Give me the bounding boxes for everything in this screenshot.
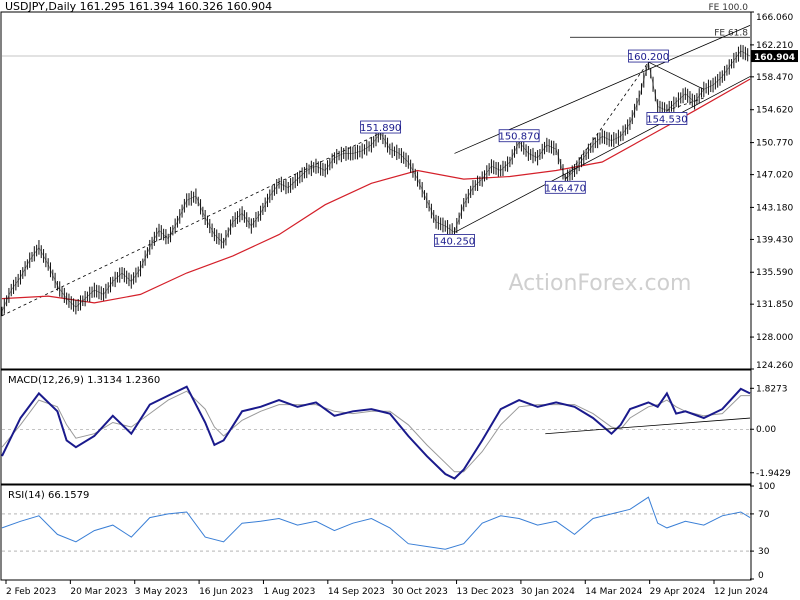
x-tick-label: 2 Feb 2023 <box>6 587 56 597</box>
price-y-tick-label: 128.000 <box>756 333 793 343</box>
trendline <box>454 76 751 233</box>
price-y-tick-label: 135.590 <box>756 268 793 278</box>
price-y-tick-label: 139.430 <box>756 235 793 245</box>
current-price-label: 160.904 <box>754 53 795 63</box>
fe-level-label: FE 100.0 <box>709 3 749 13</box>
x-tick-label: 14 Sep 2023 <box>328 587 385 597</box>
rsi-series-group <box>1 496 751 552</box>
price-y-tick-label: 154.620 <box>756 106 793 116</box>
rsi-y-tick-label: 0 <box>758 571 764 581</box>
x-tick-label: 30 Oct 2023 <box>392 587 448 597</box>
swing-label-box <box>628 49 669 63</box>
rsi-line <box>1 496 751 550</box>
price-y-tick-label: 158.470 <box>756 73 793 83</box>
x-tick-label: 29 Apr 2024 <box>650 587 706 597</box>
macd-y-tick-label: 1.8273 <box>756 384 788 394</box>
x-tick-label: 1 Aug 2023 <box>263 587 315 597</box>
x-tick-label: 13 Dec 2023 <box>457 587 514 597</box>
x-tick-label: 30 Jan 2024 <box>521 587 575 597</box>
macd-y-tick-label: -1.9429 <box>756 469 791 479</box>
price-line <box>1 50 751 312</box>
trendline <box>648 61 705 90</box>
sma-line <box>1 78 751 304</box>
watermark: ActionForex.com <box>509 271 692 296</box>
price-y-tick-label: 166.060 <box>756 13 793 23</box>
rsi-title: RSI(14) 66.1579 <box>8 490 89 501</box>
swing-label: 150.870 <box>498 132 539 143</box>
x-tick-label: 12 Jun 2024 <box>714 587 768 597</box>
swing-label: 154.530 <box>646 114 687 125</box>
axes-group: 166.060 162.210 158.470 154.620 150.770 147.0… <box>5 11 798 597</box>
swing-label: 151.890 <box>360 123 401 134</box>
swing-label-box <box>544 180 586 194</box>
macd-series-group <box>1 385 751 480</box>
swing-label: 160.200 <box>628 52 669 63</box>
swing-label: 140.250 <box>434 236 475 247</box>
price-y-tick-label: 147.020 <box>756 171 793 181</box>
macd-y-tick-label: 0.00 <box>756 425 776 435</box>
swing-label-box <box>498 129 540 143</box>
swing-label-box <box>646 112 688 125</box>
swing-label-box <box>360 120 402 134</box>
macd-trendline <box>545 417 751 435</box>
rsi-y-tick-label: 30 <box>758 547 770 557</box>
price-y-tick-label: 150.770 <box>756 139 793 149</box>
x-tick-label: 16 Jun 2023 <box>199 587 253 597</box>
chart-header: USDJPY,Daily 161.295 161.394 160.326 160… <box>5 0 272 13</box>
macd-line <box>1 385 751 480</box>
macd-title: MACD(12,26,9) 1.3134 1.2360 <box>8 375 160 386</box>
swing-label: 146.470 <box>545 183 586 194</box>
trendline <box>1 132 381 317</box>
price-y-tick-label: 131.850 <box>756 300 793 310</box>
price-y-tick-label: 124.260 <box>756 361 793 371</box>
x-tick-label: 3 May 2023 <box>135 587 188 597</box>
rsi-y-tick-label: 70 <box>758 510 770 520</box>
rsi-panel <box>0 484 752 581</box>
macd-panel <box>0 369 752 485</box>
trendline <box>666 97 704 111</box>
macd-signal-line <box>1 390 750 473</box>
current-price-tag <box>751 50 798 63</box>
x-tick-label: 14 Mar 2024 <box>585 587 642 597</box>
swing-label-box <box>434 234 475 247</box>
price-y-tick-label: 162.210 <box>756 41 793 51</box>
rsi-y-tick-label: 100 <box>758 482 775 492</box>
price-series-group: FE 100.0FE 61.8151.890140.250150.870146.… <box>1 3 751 317</box>
price-y-tick-label: 143.180 <box>756 203 793 213</box>
price-panel <box>0 11 752 370</box>
x-tick-label: 20 Mar 2023 <box>70 587 127 597</box>
